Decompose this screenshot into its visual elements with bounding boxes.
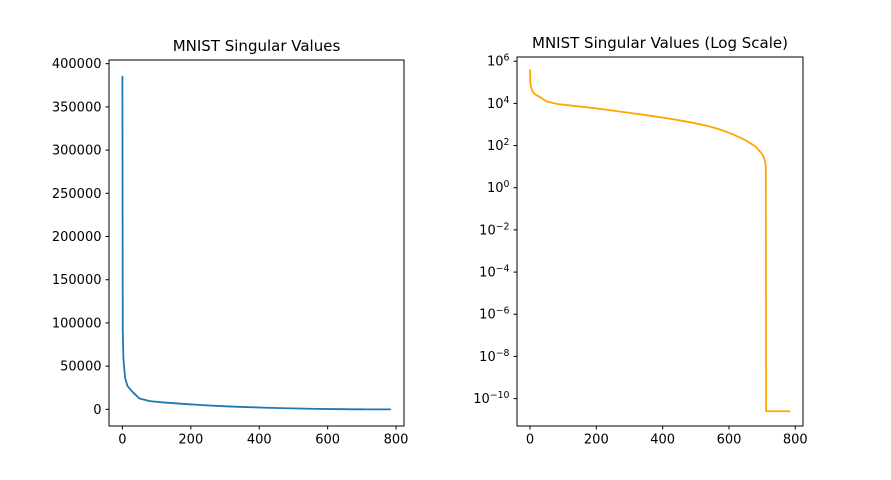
y-tick-label: 102 — [487, 137, 510, 154]
linear-y-axis: 0 50000 100000 150000 200000 250000 300000 3500… — [52, 57, 109, 418]
y-tick-label: 104 — [487, 95, 510, 112]
log-axes-frame — [516, 56, 804, 427]
x-tick-label: 400 — [247, 433, 272, 448]
log-y-axis: 106 104 102 100 10−2 10−4 10−6 10−8 10−10 — [473, 53, 517, 407]
linear-x-axis: 0 200 400 600 800 — [118, 426, 408, 448]
y-tick-label: 350000 — [52, 100, 102, 115]
y-tick-label: 300000 — [52, 144, 102, 159]
x-tick-label: 0 — [118, 433, 126, 448]
y-tick-label: 10−2 — [479, 221, 509, 238]
y-tick-label: 50000 — [60, 360, 101, 375]
log-chart-title: MNIST Singular Values (Log Scale) — [532, 34, 788, 52]
y-tick-label: 106 — [487, 53, 510, 70]
y-tick-label: 10−8 — [479, 348, 509, 365]
y-tick-label: 200000 — [52, 230, 102, 245]
y-tick-label: 10−4 — [479, 264, 509, 281]
y-tick-label: 150000 — [52, 273, 102, 288]
x-tick-label: 600 — [315, 433, 340, 448]
linear-axes-frame — [108, 59, 405, 427]
subplot-log: 0 200 400 600 800 106 104 102 100 10−2 10−4 10−6 10−… — [473, 34, 807, 448]
x-tick-label: 400 — [650, 433, 675, 448]
x-tick-label: 200 — [178, 433, 203, 448]
x-tick-label: 200 — [584, 433, 609, 448]
x-tick-label: 0 — [526, 433, 534, 448]
y-tick-label: 10−10 — [473, 390, 509, 407]
y-tick-label: 0 — [93, 403, 101, 418]
subplot-linear: 0 200 400 600 800 0 50000 100000 150000 200000 250… — [52, 37, 409, 448]
linear-series-line — [121, 75, 392, 411]
y-tick-label: 400000 — [52, 57, 102, 72]
log-x-axis: 0 200 400 600 800 — [526, 426, 808, 448]
y-tick-label: 10−6 — [479, 306, 509, 323]
linear-chart-title: MNIST Singular Values — [173, 37, 341, 55]
y-tick-label: 250000 — [52, 187, 102, 202]
x-tick-label: 600 — [717, 433, 742, 448]
x-tick-label: 800 — [384, 433, 409, 448]
x-tick-label: 800 — [783, 433, 808, 448]
y-tick-label: 100 — [487, 179, 510, 196]
log-series-line — [529, 69, 791, 413]
y-tick-label: 100000 — [52, 316, 102, 331]
